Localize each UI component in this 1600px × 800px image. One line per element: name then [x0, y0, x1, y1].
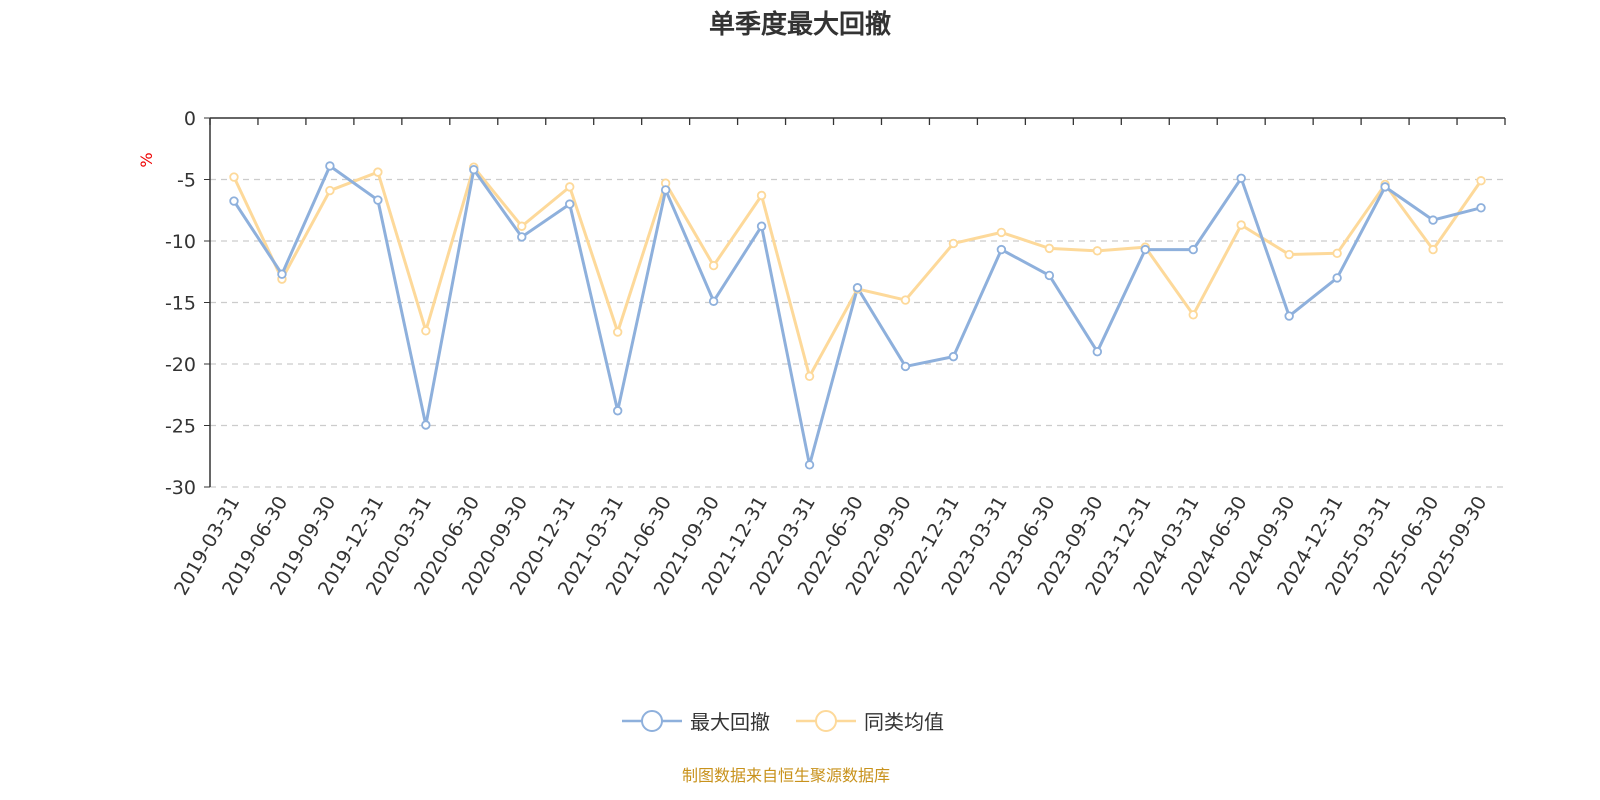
data-point: [1428, 244, 1438, 255]
data-point: [1188, 244, 1198, 255]
data-point: [229, 196, 239, 206]
data-point: [756, 221, 767, 231]
data-point: [852, 283, 863, 293]
data-point: [229, 172, 239, 182]
data-point: [325, 185, 335, 196]
data-point: [1188, 310, 1198, 320]
data-point: [996, 244, 1007, 255]
data-point: [1284, 311, 1294, 321]
data-point: [1044, 270, 1055, 281]
data-point: [612, 406, 623, 416]
data-point: [1332, 273, 1342, 283]
series-line-同类均值: [232, 165, 1483, 378]
y-tick-label: -20: [165, 354, 196, 376]
data-point: [1092, 347, 1103, 357]
data-point: [565, 199, 575, 209]
legend-marker: [641, 710, 663, 732]
data-point: [708, 296, 719, 306]
data-point: [517, 221, 527, 231]
y-tick-label: -15: [165, 293, 196, 315]
data-point: [948, 351, 959, 362]
y-tick-label: -10: [165, 231, 196, 253]
data-point: [756, 190, 767, 201]
data-point: [1044, 243, 1055, 254]
data-point: [421, 326, 431, 336]
data-point: [708, 260, 719, 271]
data-point: [1140, 244, 1150, 255]
data-point: [1476, 203, 1486, 213]
data-point: [1380, 182, 1390, 192]
data-point: [1284, 249, 1294, 260]
data-point: [1236, 173, 1246, 183]
data-point: [900, 295, 911, 305]
legend-marker: [815, 710, 837, 732]
y-tick-label: 0: [184, 108, 196, 130]
legend-label: 最大回撤: [690, 710, 770, 734]
data-point: [1092, 246, 1103, 256]
data-point: [948, 238, 959, 249]
data-point: [996, 227, 1007, 238]
y-tick-label: -5: [177, 170, 196, 192]
y-axis-unit: %: [137, 152, 156, 167]
data-point: [565, 182, 575, 192]
legend-label: 同类均值: [864, 710, 944, 734]
data-point: [660, 185, 671, 195]
data-point: [373, 195, 383, 205]
data-point: [1236, 220, 1246, 230]
data-point: [900, 361, 911, 372]
data-point: [277, 269, 287, 279]
chart-title: 单季度最大回撤: [709, 9, 891, 40]
data-point: [517, 232, 527, 242]
data-point: [612, 327, 623, 337]
data-point: [373, 167, 383, 177]
data-point: [1332, 248, 1342, 258]
data-point: [1428, 215, 1438, 225]
footer-source: 制图数据来自恒生聚源数据库: [682, 766, 890, 785]
data-point: [325, 161, 335, 171]
y-tick-label: -30: [165, 477, 196, 499]
data-point: [469, 164, 479, 175]
y-tick-label: -25: [165, 416, 196, 438]
data-point: [421, 420, 431, 430]
data-point: [804, 371, 815, 381]
data-point: [1476, 176, 1486, 186]
data-point: [804, 460, 815, 470]
